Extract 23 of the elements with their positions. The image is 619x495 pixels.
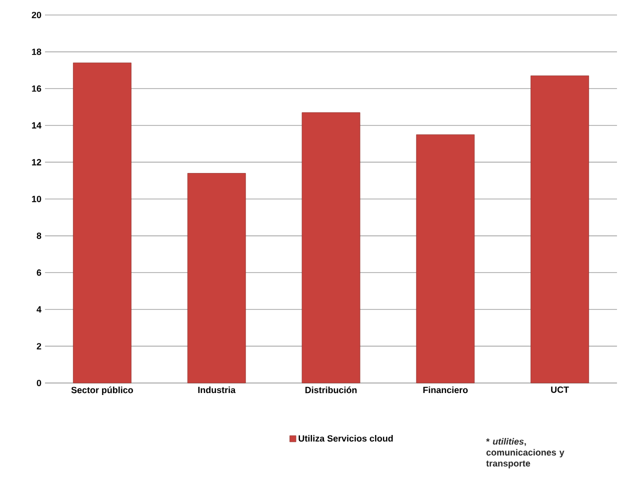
y-tick-label: 14: [32, 122, 42, 128]
x-tick-label: UCT: [551, 386, 569, 393]
x-tick-label: Sector público: [71, 386, 133, 395]
x-tick-label: Financiero: [423, 386, 468, 394]
y-tick-label: 12: [32, 159, 42, 166]
bar: [73, 62, 132, 384]
legend-label: Utiliza Servicios cloud: [298, 435, 393, 442]
y-tick-label: 0: [36, 380, 42, 386]
bar: [416, 134, 475, 384]
y-tick-label: 8: [36, 232, 42, 239]
text: *utilities, comunicaciones y transporte: [486, 438, 564, 468]
y-tick-label: 18: [32, 48, 42, 55]
y-tick-label: 6: [36, 269, 42, 276]
y-tick-label: 20: [32, 12, 42, 18]
y-tick-label: 10: [32, 196, 42, 202]
x-tick-label: Industria: [198, 386, 236, 394]
y-tick-label: 2: [36, 343, 42, 350]
x-tick-label: Distribución: [305, 386, 357, 394]
bar: [302, 112, 360, 384]
bar: [530, 76, 590, 384]
bar: [187, 173, 246, 384]
y-tick-label: 16: [32, 85, 42, 92]
y-tick-label: 4: [36, 306, 42, 312]
